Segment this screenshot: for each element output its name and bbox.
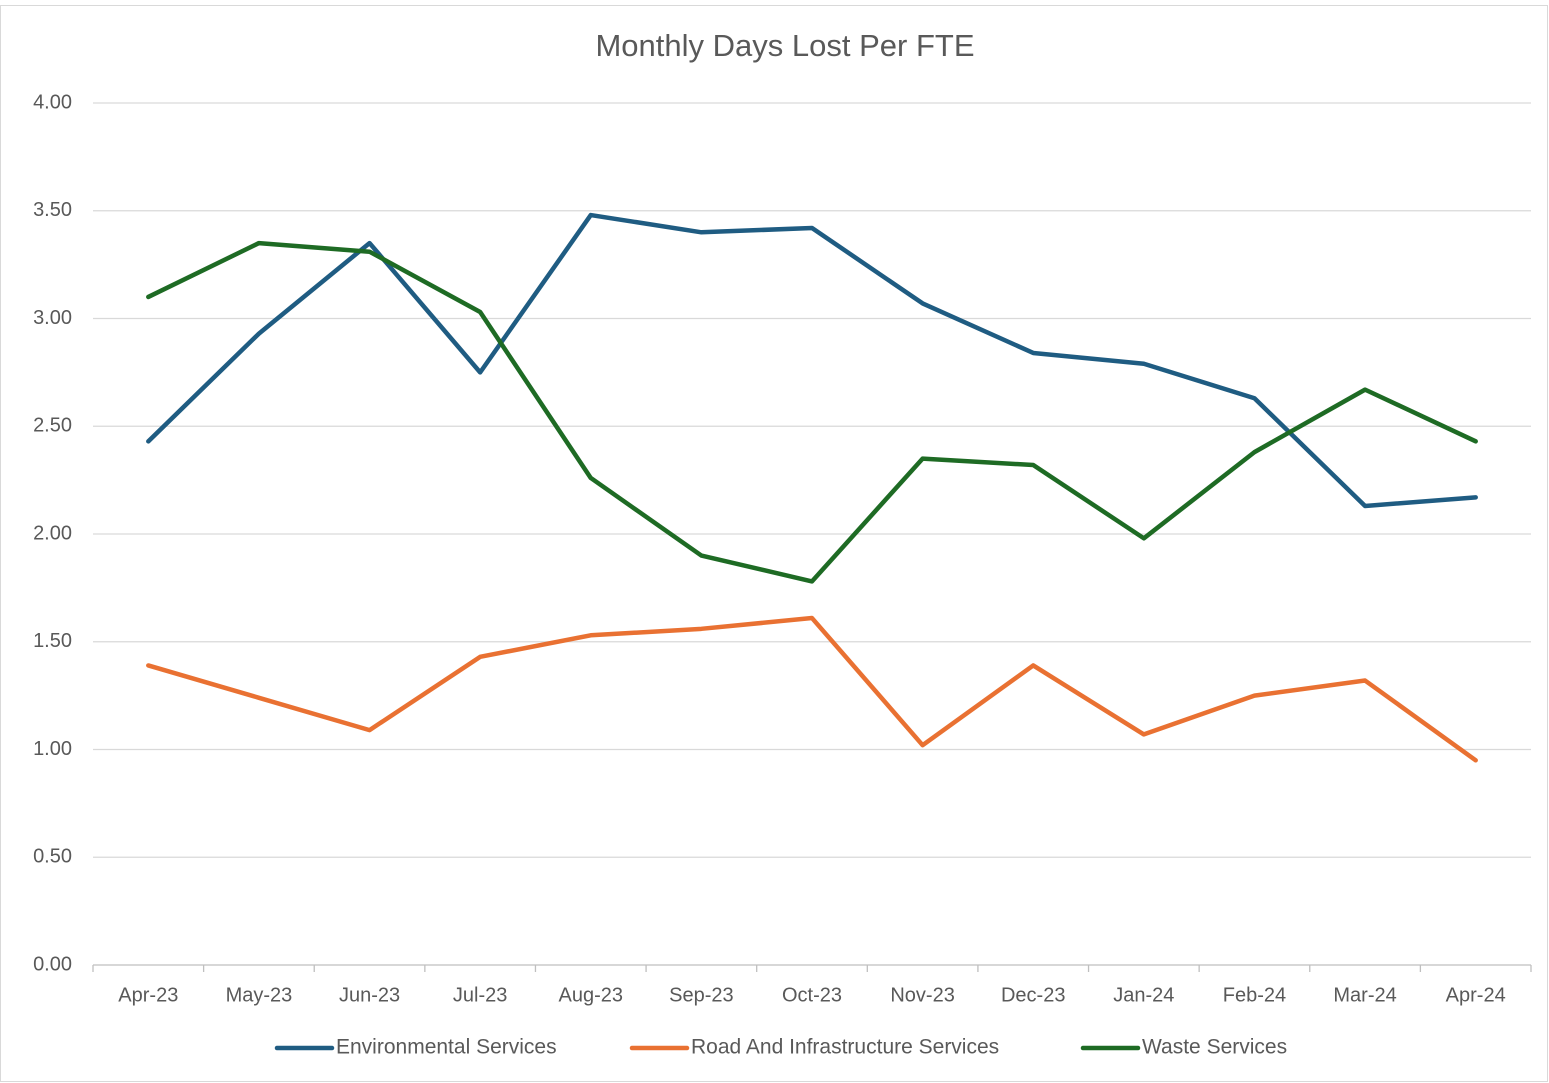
legend-label: Waste Services (1142, 1036, 1287, 1059)
x-tick-label: Jun-23 (339, 984, 400, 1006)
x-tick-label: Sep-23 (669, 984, 734, 1006)
x-tick-label: Oct-23 (782, 984, 842, 1006)
chart-border (0, 5, 1548, 1082)
y-tick-label: 1.50 (33, 630, 72, 652)
series-line (146, 212, 1478, 509)
legend-label: Road And Infrastructure Services (691, 1036, 999, 1059)
y-tick-label: 2.50 (33, 415, 72, 437)
x-tick-label: Jan-24 (1113, 984, 1174, 1006)
y-tick-label: 0.50 (33, 846, 72, 868)
x-tick-label: Aug-23 (559, 984, 624, 1006)
y-tick-label: 3.50 (33, 199, 72, 221)
y-tick-label: 0.00 (33, 953, 72, 975)
x-tick-label: Apr-23 (118, 984, 178, 1006)
y-tick-label: 3.00 (33, 307, 72, 329)
y-tick-label: 4.00 (33, 91, 72, 113)
x-tick-label: Feb-24 (1223, 984, 1286, 1006)
x-tick-label: Dec-23 (1001, 984, 1065, 1006)
y-tick-label: 2.00 (33, 522, 72, 544)
series-line (146, 615, 1478, 763)
chart-title: Monthly Days Lost Per FTE (595, 28, 974, 63)
x-tick-label: Nov-23 (890, 984, 954, 1006)
x-tick-label: Jul-23 (453, 984, 507, 1006)
legend-label: Environmental Services (336, 1036, 557, 1059)
series-line (146, 240, 1478, 584)
y-tick-label: 1.00 (33, 738, 72, 760)
x-tick-label: Mar-24 (1333, 984, 1396, 1006)
x-tick-label: Apr-24 (1446, 984, 1506, 1006)
x-tick-label: May-23 (226, 984, 293, 1006)
